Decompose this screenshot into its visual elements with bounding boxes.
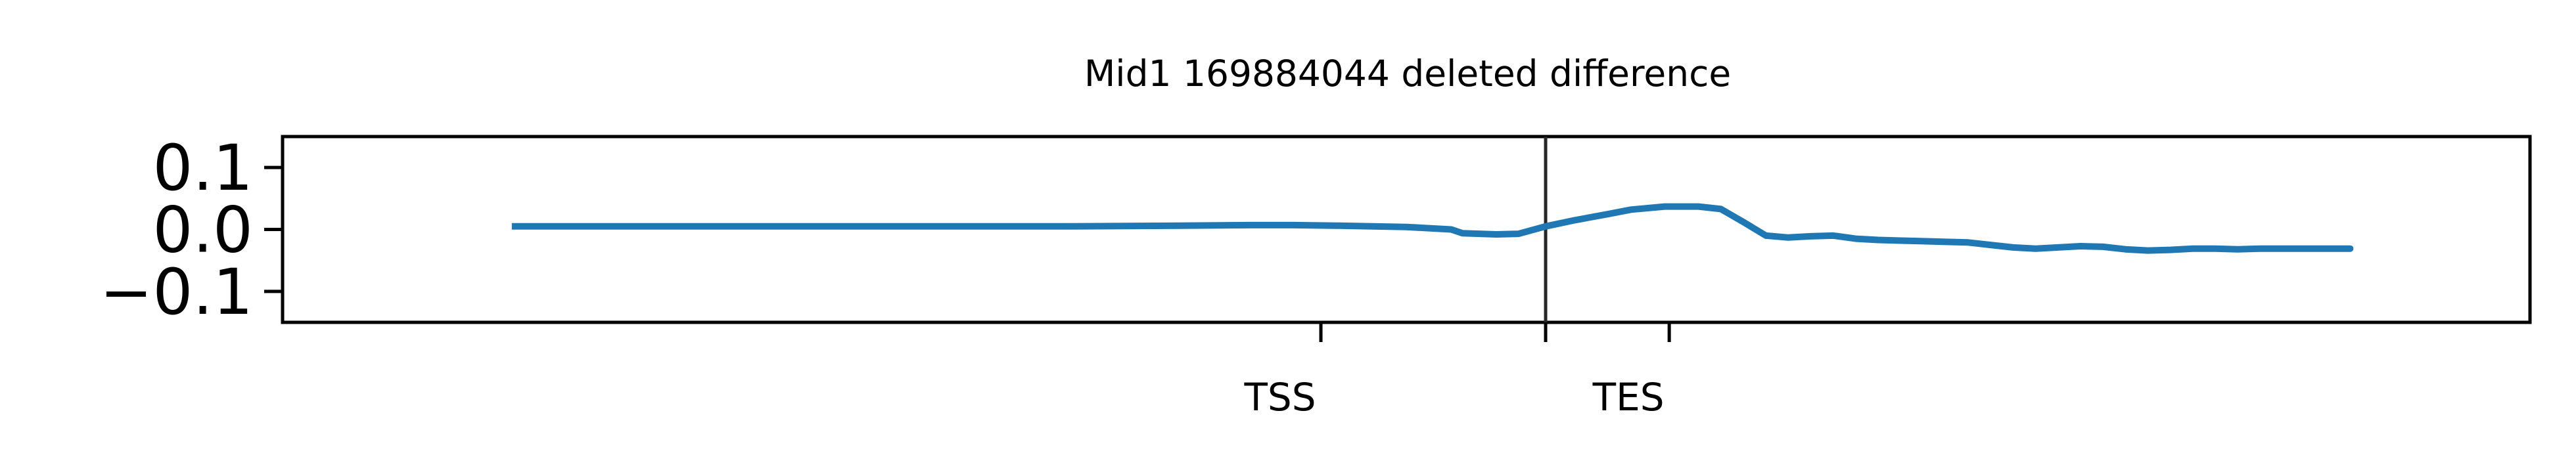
y-tick-label: −0.1	[100, 255, 253, 329]
x-tick-label: TSS	[1244, 375, 1316, 420]
chart-title: Mid1 169884044 deleted difference	[1084, 53, 1731, 95]
y-tick-label: 0.0	[152, 194, 253, 267]
series-layer	[511, 203, 2354, 254]
series-line	[511, 203, 2354, 254]
x-tick-label: TES	[1592, 375, 1665, 420]
y-axis: 0.10.0−0.1	[100, 131, 283, 329]
x-axis: TSS TES	[1244, 322, 1671, 420]
y-tick-label: 0.1	[152, 131, 253, 205]
